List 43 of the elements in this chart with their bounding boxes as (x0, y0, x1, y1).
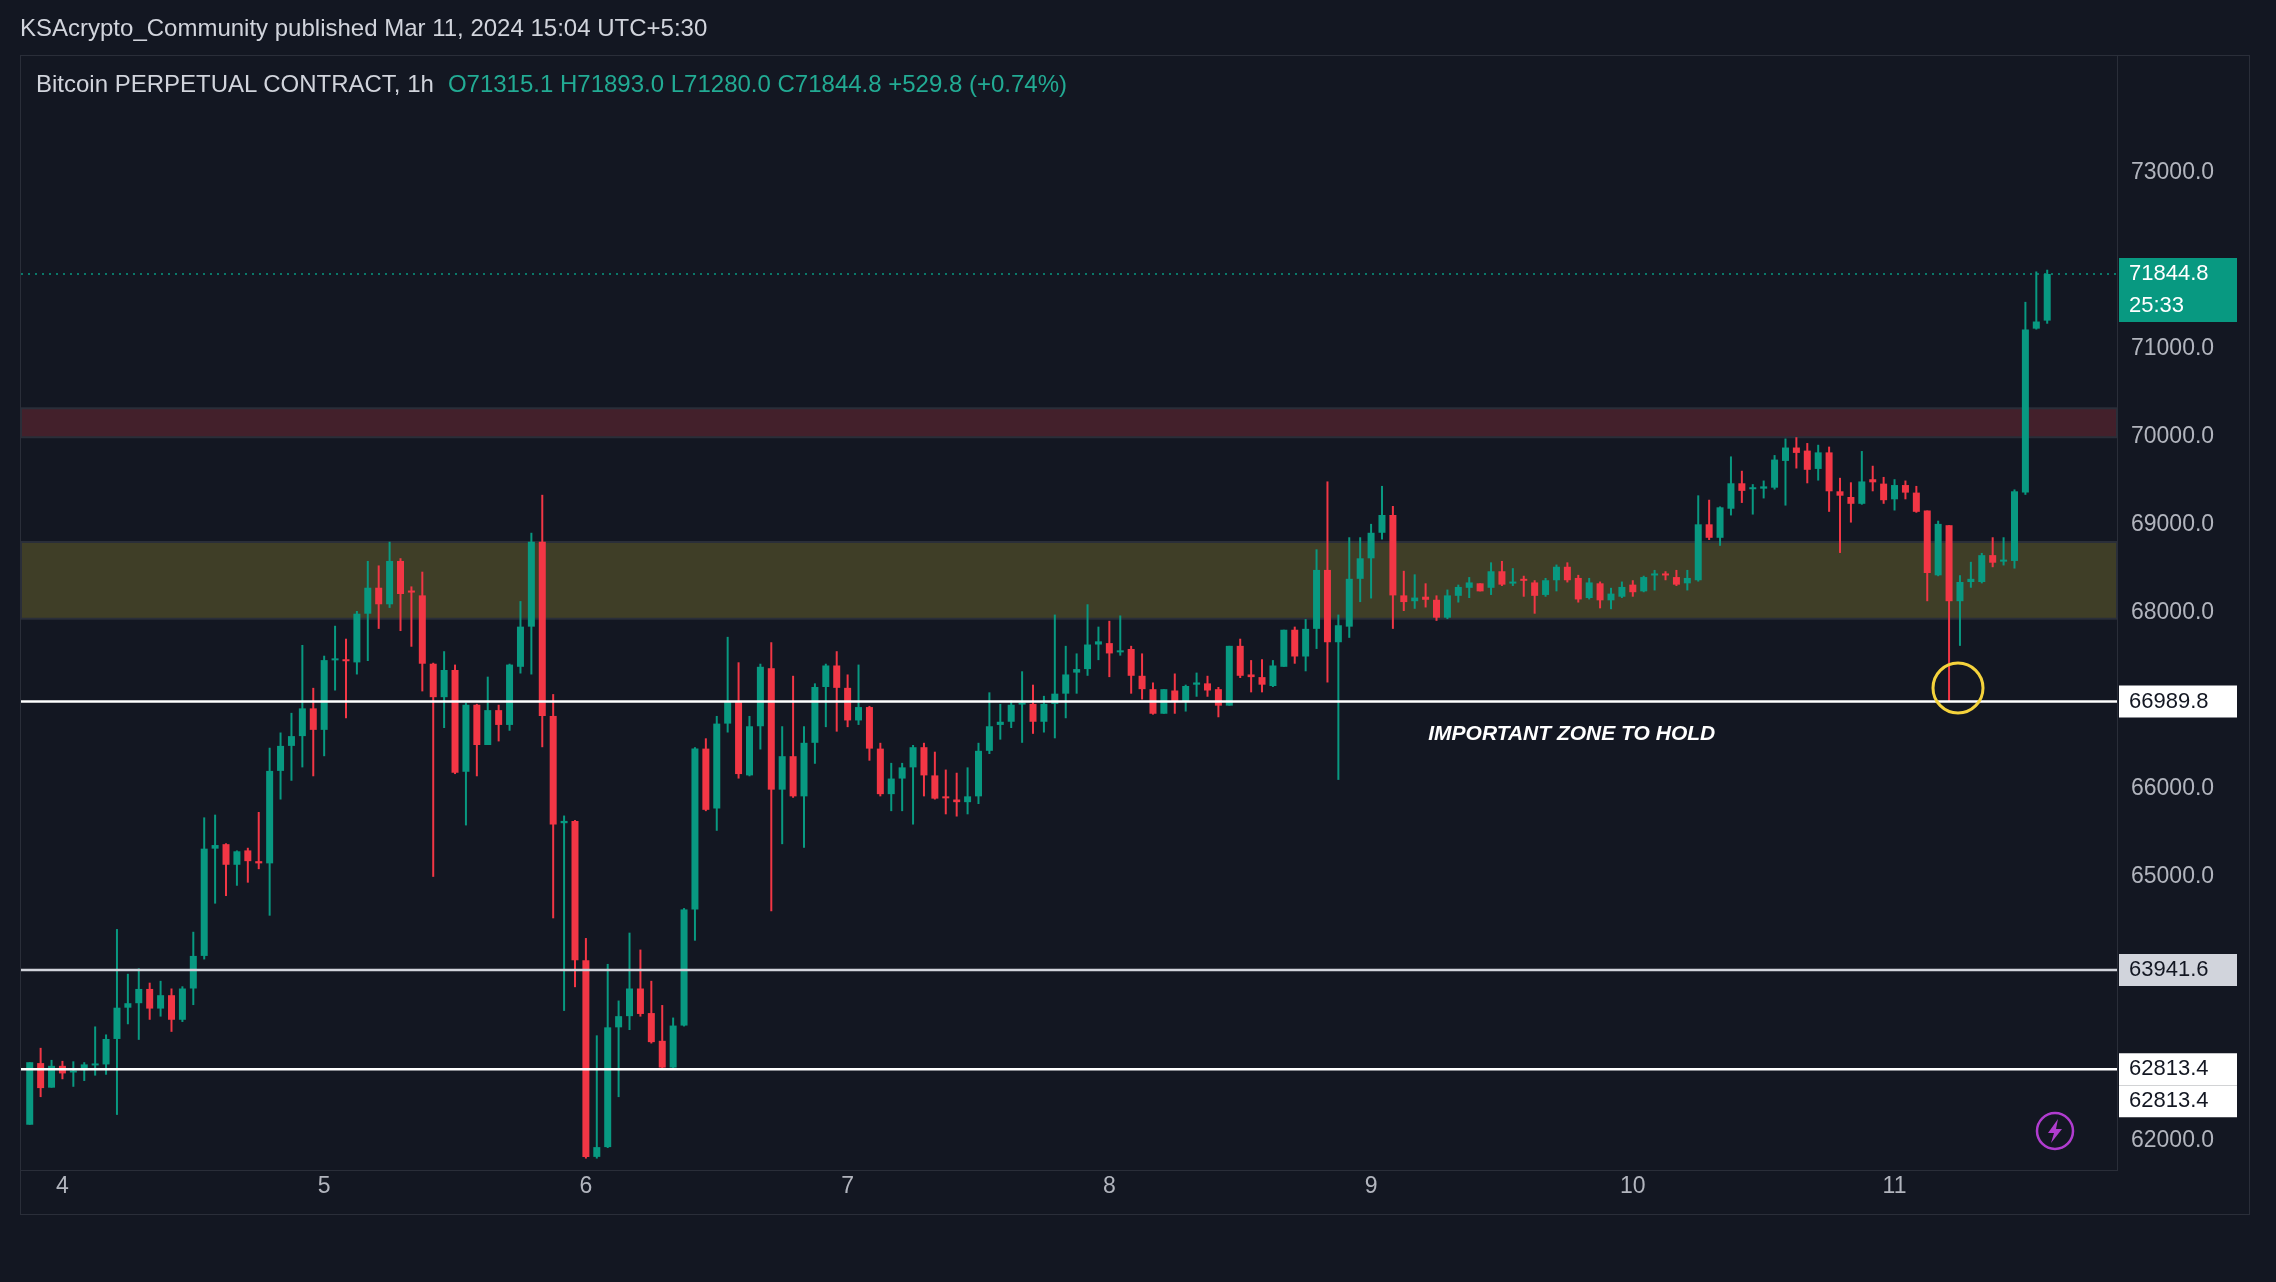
candlestick (255, 812, 263, 870)
candlestick (1749, 484, 1757, 515)
y-tick-label: 73000.0 (2131, 157, 2215, 184)
candlestick (1247, 660, 1255, 693)
candlestick (1018, 671, 1026, 743)
candlestick (1520, 575, 1528, 597)
candlestick (996, 703, 1004, 740)
text: 62813.4 (2129, 1087, 2209, 1113)
x-tick-label: 4 (56, 1172, 70, 1199)
annotation: IMPORTANT ZONE TO HOLD (1428, 720, 1716, 744)
y-tick-label: 62000.0 (2131, 1126, 2215, 1153)
ref-line-label: 66989.8 (2129, 687, 2209, 713)
text: KSAcrypto_Community published Mar 11, 2024 15:04 UTC+5:30 (20, 14, 708, 42)
candlestick (942, 769, 950, 815)
candlestick (1073, 653, 1081, 694)
x-tick-label: 9 (1364, 1172, 1378, 1199)
y-tick-label: 70000.0 (2131, 421, 2215, 448)
ref-line-label: 62813.4 (2129, 1055, 2209, 1081)
text: 25:33 (2129, 292, 2185, 318)
y-tick-label: 66000.0 (2131, 774, 2215, 801)
candlestick (407, 586, 415, 647)
y-tick-label: 68000.0 (2131, 597, 2215, 624)
ref-line-label: 71844.8 (2129, 260, 2209, 286)
candlestick (342, 638, 350, 719)
text: O71315.1 H71893.0 L71280.0 C71844.8 +529.8 (+0.74%) (447, 70, 1068, 98)
x-tick-label: 7 (841, 1172, 855, 1199)
candlestick (1116, 615, 1124, 656)
candlestick (593, 1035, 601, 1159)
y-tick-label: 69000.0 (2131, 509, 2215, 536)
x-tick-label: 11 (1882, 1172, 1907, 1199)
candlestick (2000, 537, 2008, 566)
x-tick-label: 10 (1620, 1172, 1646, 1199)
ref-line-label: 63941.6 (2129, 956, 2209, 982)
candlestick (331, 625, 339, 691)
x-tick-label: 5 (317, 1172, 331, 1199)
candlestick (1836, 477, 1844, 553)
candlestick (91, 1026, 99, 1076)
candlestick (211, 814, 219, 904)
x-tick-label: 6 (579, 1172, 593, 1199)
text: Bitcoin PERPETUAL CONTRACT, 1h (36, 70, 434, 98)
y-tick-label: 65000.0 (2131, 862, 2215, 889)
x-tick-label: 8 (1102, 1172, 1116, 1199)
y-tick-label: 71000.0 (2131, 333, 2215, 360)
